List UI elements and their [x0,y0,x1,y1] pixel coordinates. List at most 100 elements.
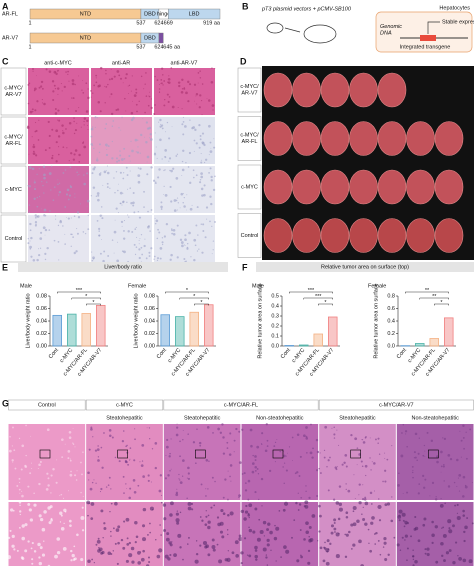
texture [163,80,166,82]
texture [201,83,204,85]
texture [181,78,184,81]
texture [149,506,154,511]
texture [183,244,185,246]
texture [156,257,160,260]
texture [188,151,192,155]
bracket [57,291,101,294]
inset-box [195,449,206,459]
texture [102,184,104,186]
texture [120,158,124,161]
label: DBD [144,11,156,17]
texture [165,222,169,226]
texture [106,148,108,150]
texture [82,142,84,144]
texture [192,169,195,172]
texture [466,517,469,520]
texture [333,518,337,522]
texture [188,536,190,539]
label: AR-FL [6,141,22,147]
texture [390,519,394,523]
texture [121,204,123,206]
texture [80,461,82,464]
texture [81,473,83,476]
texture [37,215,40,218]
texture [28,508,32,512]
texture [292,460,294,461]
texture [216,543,219,546]
texture [293,519,296,521]
texture [147,210,149,213]
texture [86,199,90,203]
texture [207,525,211,530]
texture [149,522,151,525]
texture [81,529,85,532]
texture [209,150,213,153]
texture [197,82,199,84]
texture [205,544,209,548]
texture [300,554,302,557]
texture [140,464,144,467]
texture [46,168,48,170]
texture [266,564,269,566]
texture [134,521,138,525]
texture [103,170,107,174]
texture [164,149,168,152]
texture [229,511,234,516]
texture [304,504,309,509]
texture [431,481,435,484]
texture [125,445,128,448]
texture [167,81,171,84]
texture [48,172,52,175]
texture [38,119,40,121]
texture [20,556,24,559]
texture [350,433,353,437]
texture [135,226,137,229]
texture [414,515,417,519]
texture [50,189,52,191]
texture [211,476,214,479]
texture [69,459,72,462]
bar [414,343,425,347]
significance: *** [76,288,83,294]
texture [169,553,172,557]
texture [188,83,192,86]
row-box [0,214,27,263]
texture [176,197,179,199]
texture [26,126,30,130]
texture [146,155,150,159]
texture [139,551,142,553]
texture [110,112,114,116]
texture [74,83,76,86]
texture [61,90,63,92]
texture [175,491,179,495]
texture [129,160,131,162]
liver [377,72,407,108]
texture [69,185,72,187]
texture [399,549,402,551]
texture [462,495,465,498]
texture [76,122,78,124]
texture [350,547,353,550]
texture [317,540,319,542]
texture [274,524,276,527]
texture [465,431,467,433]
liver [320,169,350,205]
texture [335,468,338,471]
texture [129,187,131,189]
texture [227,550,229,552]
label: 919 aa [203,20,221,26]
texture [91,251,93,253]
image [241,424,319,500]
texture [116,160,119,163]
texture [371,516,375,520]
bar [429,338,439,347]
texture [166,438,169,442]
texture [62,546,67,551]
texture [369,457,371,459]
texture [109,96,111,98]
texture [70,549,73,553]
texture [141,443,145,447]
texture [132,201,135,205]
texture [115,171,118,173]
bar [203,304,214,347]
